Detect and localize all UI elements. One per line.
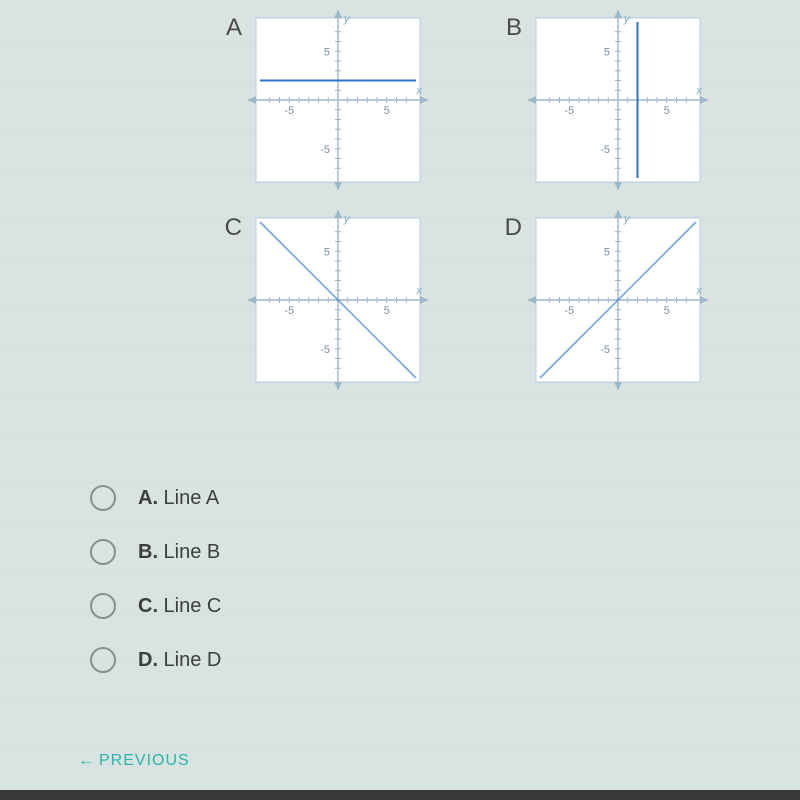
svg-text:5: 5	[324, 246, 330, 258]
graph-plot-b: -5-555xy	[528, 10, 708, 190]
graph-letter-b: B	[500, 14, 522, 42]
answer-option-d[interactable]: D. Line D	[90, 647, 590, 673]
answer-choices: A. Line A B. Line B C. Line C D. Line D	[90, 485, 590, 701]
graphs-area: A-5-555xyB-5-555xyC-5-555xyD-5-555xy	[220, 10, 780, 410]
radio-a[interactable]	[90, 485, 116, 511]
svg-text:5: 5	[604, 46, 610, 58]
svg-text:-5: -5	[600, 144, 610, 156]
svg-text:x: x	[416, 85, 423, 97]
radio-c[interactable]	[90, 593, 116, 619]
graph-plot-c: -5-555xy	[248, 210, 428, 390]
svg-text:-5: -5	[600, 344, 610, 356]
svg-text:5: 5	[324, 46, 330, 58]
answer-label-c: C. Line C	[138, 595, 221, 618]
svg-text:-5: -5	[564, 105, 574, 117]
answer-label-b: B. Line B	[138, 541, 220, 564]
svg-text:x: x	[696, 285, 703, 297]
svg-text:-5: -5	[320, 144, 330, 156]
svg-text:5: 5	[384, 105, 390, 117]
svg-text:x: x	[696, 85, 703, 97]
answer-option-b[interactable]: B. Line B	[90, 539, 590, 565]
graph-letter-d: D	[500, 214, 522, 242]
svg-text:-5: -5	[284, 305, 294, 317]
svg-text:5: 5	[384, 305, 390, 317]
answer-label-a: A. Line A	[138, 487, 219, 510]
radio-b[interactable]	[90, 539, 116, 565]
previous-link[interactable]: ←PREVIOUS	[78, 752, 190, 770]
graph-letter-c: C	[220, 214, 242, 242]
svg-text:-5: -5	[284, 105, 294, 117]
svg-text:-5: -5	[320, 344, 330, 356]
previous-label: PREVIOUS	[99, 752, 190, 769]
arrow-left-icon: ←	[78, 752, 95, 769]
svg-text:5: 5	[664, 305, 670, 317]
svg-text:5: 5	[664, 105, 670, 117]
graph-letter-a: A	[220, 14, 242, 42]
svg-text:x: x	[416, 285, 423, 297]
graph-c: C-5-555xy	[220, 210, 428, 390]
graph-b: B-5-555xy	[500, 10, 708, 190]
radio-d[interactable]	[90, 647, 116, 673]
graph-plot-a: -5-555xy	[248, 10, 428, 190]
graph-a: A-5-555xy	[220, 10, 428, 190]
window-bottom-bar	[0, 790, 800, 800]
svg-text:-5: -5	[564, 305, 574, 317]
answer-option-c[interactable]: C. Line C	[90, 593, 590, 619]
graph-d: D-5-555xy	[500, 210, 708, 390]
answer-label-d: D. Line D	[138, 649, 221, 672]
graph-plot-d: -5-555xy	[528, 210, 708, 390]
svg-text:5: 5	[604, 246, 610, 258]
answer-option-a[interactable]: A. Line A	[90, 485, 590, 511]
